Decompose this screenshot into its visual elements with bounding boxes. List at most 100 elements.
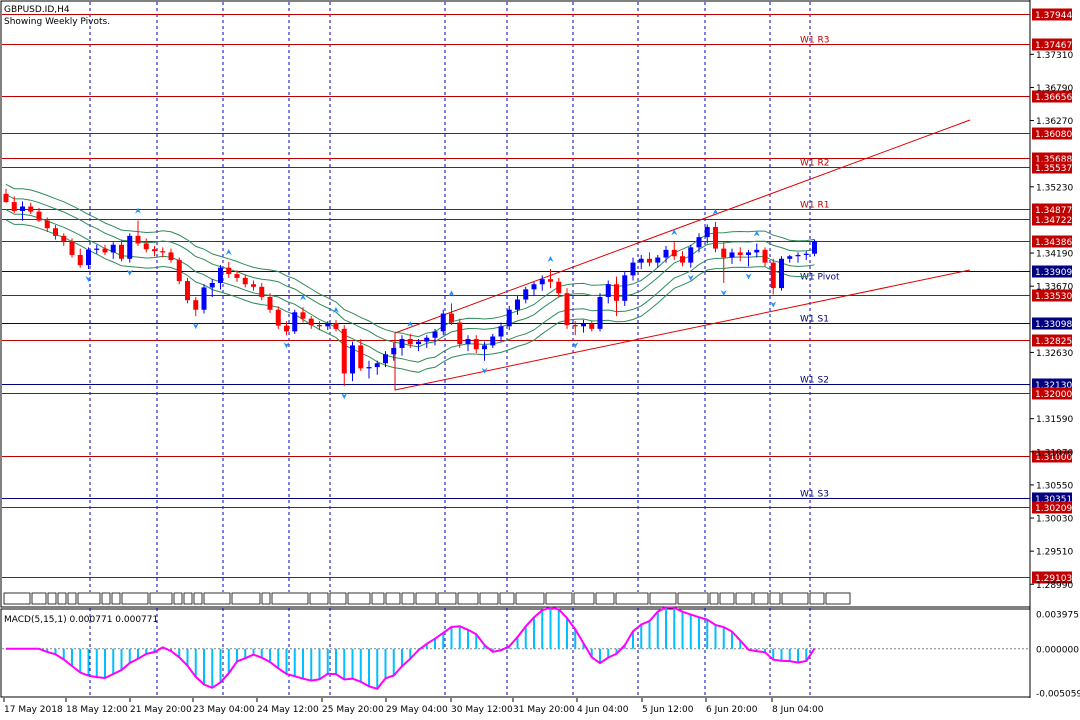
- session-strip-bg: [2, 592, 1029, 606]
- fractal-down-arrow: [126, 269, 133, 276]
- level-price-label: 1.36656: [1035, 93, 1072, 103]
- level-price-label: 1.30351: [1035, 495, 1072, 505]
- session-box: [101, 592, 111, 605]
- session-box: [111, 592, 121, 605]
- candle-body: [506, 309, 512, 327]
- candle-body: [523, 289, 529, 300]
- fractal-down-arrow: [770, 301, 777, 308]
- candle-body: [218, 267, 223, 283]
- candle-body: [168, 252, 174, 261]
- candle-body: [110, 244, 116, 253]
- level-price-label: 1.32825: [1035, 337, 1072, 347]
- macd-signal-line: [6, 606, 816, 690]
- time-tick-label: 25 May 20:00: [322, 705, 384, 715]
- candle-body: [143, 243, 149, 250]
- candle-body: [638, 258, 644, 263]
- candle-body: [259, 286, 265, 297]
- level-price-label: 1.32130: [1035, 381, 1072, 391]
- candle-body: [152, 249, 157, 252]
- candle-body: [721, 248, 727, 258]
- session-box: [825, 592, 851, 605]
- session-box: [769, 592, 781, 605]
- candle-body: [779, 258, 784, 289]
- time-tick-label: 4 Jun 04:00: [577, 705, 629, 715]
- pivot-levels: W1 R3 W1 R2 W1 R1 W1 Pivot W1 S1 W1 S2 W1 S3: [2, 14, 1030, 578]
- level-price-tag: [1032, 235, 1072, 248]
- candle-body: [94, 248, 100, 250]
- candle-body: [36, 211, 42, 221]
- candle-body: [193, 300, 199, 310]
- candle-body: [812, 240, 817, 254]
- candle-body: [416, 341, 421, 345]
- session-box: [3, 592, 31, 605]
- candle-body: [803, 253, 809, 255]
- level-price-tag: [1032, 90, 1072, 103]
- candle-body: [737, 252, 743, 255]
- candle-body: [564, 293, 570, 326]
- vertical-gridlines: [89, 2, 811, 696]
- session-box: [329, 592, 347, 605]
- candle-body: [539, 279, 545, 285]
- level-price-tag: [1032, 8, 1072, 21]
- candle-body: [11, 202, 17, 212]
- candle-body: [729, 252, 735, 258]
- channel-lower-line: [394, 269, 971, 391]
- candle-body: [3, 193, 9, 203]
- fractal-down-arrow: [85, 275, 92, 282]
- level-price-label: 1.32000: [1035, 390, 1072, 400]
- level-price-label: 1.35688: [1035, 155, 1072, 165]
- chart-subtitle: Showing Weekly Pivots.: [4, 17, 110, 27]
- candle-body: [201, 287, 207, 310]
- time-tick-label: 17 May 2018: [4, 705, 63, 715]
- session-box: [231, 592, 261, 605]
- candle-body: [135, 235, 141, 244]
- candle-body: [490, 336, 496, 346]
- candle-body: [704, 226, 710, 238]
- price-tick-label: 1.31070: [1036, 448, 1073, 458]
- candle-body: [325, 323, 331, 327]
- session-box: [615, 592, 649, 605]
- level-price-label: 1.31000: [1035, 453, 1072, 463]
- session-box: [31, 592, 47, 605]
- price-tick-label: 1.34190: [1036, 250, 1073, 260]
- price-tick-label: 1.29510: [1036, 548, 1073, 558]
- fractal-up-arrow: [407, 320, 414, 327]
- candle-body: [671, 249, 677, 257]
- time-tick-label: 6 Jun 20:00: [706, 705, 758, 715]
- price-tick-label: 1.30030: [1036, 515, 1073, 525]
- level-price-label: 1.34877: [1035, 206, 1072, 216]
- candle-body: [556, 281, 562, 294]
- level-price-tag: [1032, 38, 1072, 51]
- session-box: [183, 592, 193, 605]
- price-tick-label: 1.37310: [1036, 51, 1073, 61]
- candle-body: [762, 249, 768, 263]
- session-box: [385, 592, 401, 605]
- level-price-label: 1.34386: [1035, 238, 1072, 248]
- time-tick-label: 5 Jun 12:00: [642, 705, 694, 715]
- time-tick-label: 31 May 20:00: [513, 705, 575, 715]
- candle-body: [44, 220, 50, 229]
- outer-lower-band: [5, 219, 815, 373]
- inner-lower-band: [5, 209, 815, 363]
- candle-body: [581, 323, 586, 327]
- candle-body: [770, 262, 776, 289]
- session-box: [149, 592, 173, 605]
- candle-body: [275, 309, 281, 326]
- session-box: [121, 592, 149, 605]
- level-price-label: 1.30209: [1035, 504, 1072, 514]
- level-price-tag: [1032, 289, 1072, 302]
- candle-body: [77, 254, 83, 266]
- fractal-up-arrow: [300, 294, 306, 301]
- candle-body: [440, 313, 446, 332]
- candle-body: [209, 282, 215, 288]
- candle-body: [655, 257, 661, 263]
- fractal-up-arrow: [547, 255, 554, 262]
- candle-body: [498, 326, 504, 337]
- candle-body: [746, 252, 751, 255]
- fractal-up-arrow: [671, 229, 678, 236]
- candle-body: [473, 339, 479, 350]
- price-tick-label: 1.35230: [1036, 183, 1073, 193]
- level-price-label: 1.37467: [1035, 41, 1072, 51]
- candle-body: [333, 323, 339, 329]
- candle-body: [28, 206, 34, 212]
